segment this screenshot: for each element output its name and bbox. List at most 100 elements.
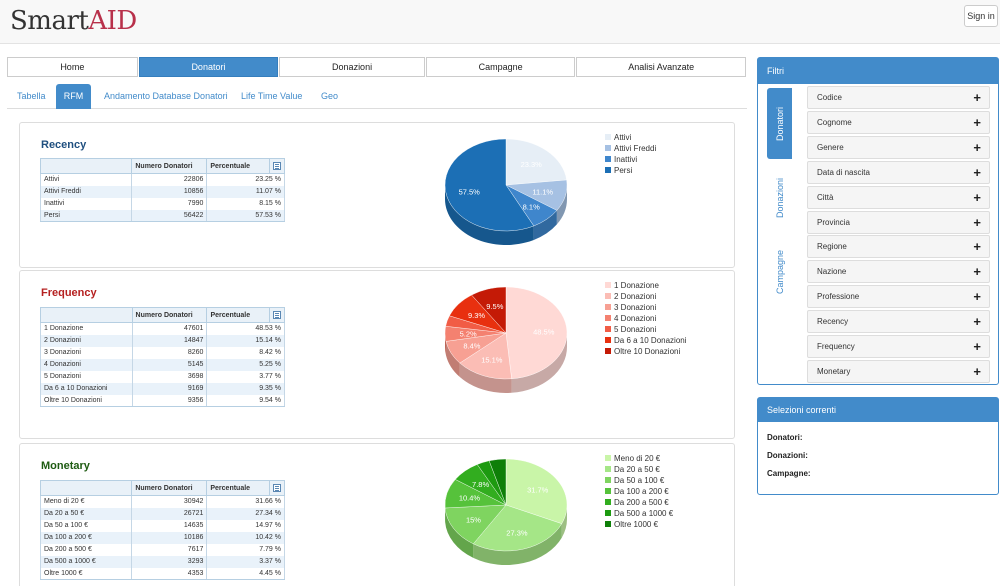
row-label: Oltre 1000 € [39,567,133,580]
legend-swatch [605,521,611,527]
row-count: 30942 [131,495,208,508]
smartaid-logo[interactable]: SmartAID [10,6,137,36]
filter-item-codice[interactable]: Codice + [807,86,990,109]
legend-item[interactable]: 4 Donazioni [605,314,687,325]
pie-slice[interactable] [505,458,568,524]
subtab-andamento-database-donatori[interactable]: Andamento Database Donatori [104,91,228,101]
legend-item[interactable]: Da 200 a 500 € [605,498,673,509]
column-menu-button[interactable] [268,307,286,323]
filter-item-regione[interactable]: Regione + [807,235,990,259]
filter-item-label: Genere [817,142,844,152]
tab-donazioni[interactable]: Donazioni [279,57,425,77]
filter-item-frequency[interactable]: Frequency + [807,335,990,358]
row-count: 7617 [131,543,208,556]
row-label: Da 500 a 1000 € [39,555,133,568]
label-column-header [39,158,133,174]
plus-icon[interactable]: + [973,189,981,205]
legend-item[interactable]: 5 Donazioni [605,325,687,336]
filter-item-professione[interactable]: Professione + [807,285,990,309]
row-count: 9356 [131,394,208,407]
subtab-life-time-value[interactable]: Life Time Value [241,91,303,101]
legend-item[interactable]: Meno di 20 € [605,454,673,465]
pie-slice[interactable] [505,286,568,380]
pie-slice-label: 9.5% [486,302,503,311]
filter-item-label: Provincia [817,217,850,227]
legend-label: Oltre 10 Donazioni [614,347,681,356]
legend-item[interactable]: Persi [605,166,656,177]
percent-column-header[interactable]: Percentuale [206,307,270,323]
percent-column-header[interactable]: Percentuale [206,480,270,496]
legend-label: Da 6 a 10 Donazioni [614,336,687,345]
legend-item[interactable]: Oltre 10 Donazioni [605,347,687,358]
legend-item[interactable]: 3 Donazioni [605,303,687,314]
plus-icon[interactable]: + [973,114,981,130]
tab-campagne[interactable]: Campagne [425,57,576,77]
plus-icon[interactable]: + [973,339,981,354]
filter-item-data-di-nascita[interactable]: Data di nascita + [807,160,990,184]
tab-analisi-avanzate[interactable]: Analisi Avanzate [576,57,746,77]
monetary-legend: Meno di 20 € Da 20 a 50 € Da 50 a 100 € Da … [605,454,673,531]
pie-slice[interactable] [471,286,507,334]
tab-donatori[interactable]: Donatori [138,57,279,77]
subtab-rfm[interactable]: RFM [56,84,91,109]
plus-icon[interactable]: + [973,314,981,330]
table-row: Attivi 22806 23.25 % [39,173,285,186]
plus-icon[interactable]: + [973,289,981,305]
tab-home[interactable]: Home [7,57,138,77]
sign-in-button[interactable]: Sign in [964,5,998,27]
plus-icon[interactable]: + [973,264,981,280]
legend-item[interactable]: 1 Donazione [605,281,687,292]
frequency-table: Numero Donatori Percentuale 1 Donazione 4… [40,307,286,407]
legend-swatch [605,304,611,310]
filter-item-genere[interactable]: Genere + [807,135,990,159]
frequency-pie-chart: 48.5% 15.1%8.4% 5.2% 9.3%9.5% [444,286,568,393]
legend-item[interactable]: Attivi [605,133,656,144]
subtab-geo[interactable]: Geo [321,91,339,101]
percent-column-header[interactable]: Percentuale [206,158,270,174]
legend-item[interactable]: Da 500 a 1000 € [605,509,673,520]
plus-icon[interactable]: + [973,239,981,255]
vtab-donatori[interactable]: Donatori [767,88,792,159]
filter-item-monetary[interactable]: Monetary + [807,359,990,383]
plus-icon[interactable]: + [973,363,981,379]
current-selections-panel: Selezioni correnti Donatori: Donazioni: … [757,397,999,495]
vtab-donazioni[interactable]: Donazioni [767,162,792,234]
filter-item-label: Professione [817,292,860,302]
plus-icon[interactable]: + [973,164,981,180]
subtab-tabella[interactable]: Tabella [17,91,46,101]
table-row: 5 Donazioni 3698 3.77 % [40,370,285,383]
filter-item-provincia[interactable]: Provincia + [807,210,990,234]
column-menu-button[interactable] [268,480,286,496]
row-label: Da 20 a 50 € [39,507,133,520]
legend-item[interactable]: Inattivi [605,155,656,166]
plus-icon[interactable]: + [973,139,981,155]
count-column-header[interactable]: Numero Donatori [131,307,208,323]
legend-item[interactable]: Da 100 a 200 € [605,487,673,498]
pie-slice-label: 15% [466,516,481,525]
legend-item[interactable]: Da 50 a 100 € [605,476,673,487]
plus-icon[interactable]: + [973,214,981,230]
pie-slice[interactable] [488,458,507,506]
pie-slice[interactable] [444,504,507,545]
pie-slice[interactable] [472,504,563,552]
legend-item[interactable]: Da 20 a 50 € [605,465,673,476]
plus-icon[interactable]: + [973,90,981,105]
pie-slice[interactable] [459,332,512,380]
pie-slice[interactable] [444,138,535,232]
filter-item-recency[interactable]: Recency + [807,310,990,334]
legend-item[interactable]: Da 6 a 10 Donazioni [605,336,687,347]
table-row: Da 6 a 10 Donazioni 9169 9.35 % [40,382,285,395]
legend-item[interactable]: 2 Donazioni [605,292,687,303]
legend-item[interactable]: Attivi Freddi [605,144,656,155]
legend-item[interactable]: Oltre 1000 € [605,520,673,531]
pie-slice[interactable] [505,138,567,186]
filter-item-citt-[interactable]: Città + [807,185,990,209]
filter-item-nazione[interactable]: Nazione + [807,260,990,284]
count-column-header[interactable]: Numero Donatori [131,480,208,496]
count-column-header[interactable]: Numero Donatori [131,158,208,174]
legend-swatch [605,455,611,461]
column-menu-button[interactable] [268,158,286,174]
frequency-title: Frequency [41,287,97,299]
filter-item-cognome[interactable]: Cognome + [807,110,990,134]
vtab-campagne[interactable]: Campagne [767,237,792,307]
